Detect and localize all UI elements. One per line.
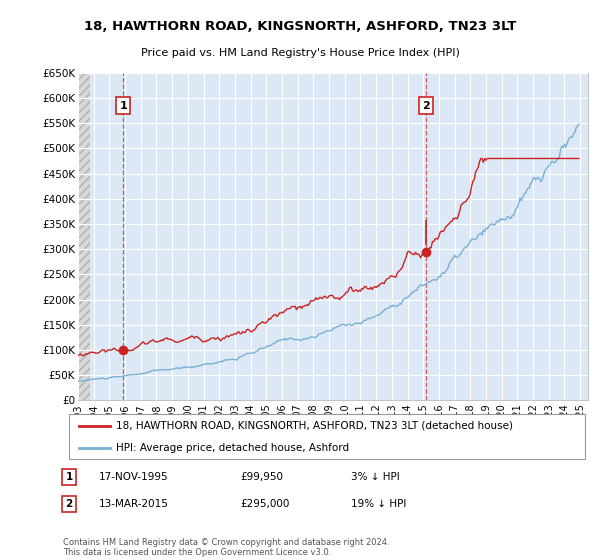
Text: HPI: Average price, detached house, Ashford: HPI: Average price, detached house, Ashf…: [116, 443, 349, 453]
Text: 2: 2: [65, 499, 73, 509]
Text: 17-NOV-1995: 17-NOV-1995: [99, 472, 169, 482]
Text: 1: 1: [119, 101, 127, 110]
Text: 18, HAWTHORN ROAD, KINGSNORTH, ASHFORD, TN23 3LT (detached house): 18, HAWTHORN ROAD, KINGSNORTH, ASHFORD, …: [116, 421, 512, 431]
Text: 13-MAR-2015: 13-MAR-2015: [99, 499, 169, 509]
Text: Price paid vs. HM Land Registry's House Price Index (HPI): Price paid vs. HM Land Registry's House …: [140, 48, 460, 58]
Text: 3% ↓ HPI: 3% ↓ HPI: [351, 472, 400, 482]
Text: £99,950: £99,950: [240, 472, 283, 482]
FancyBboxPatch shape: [68, 414, 586, 459]
Text: Contains HM Land Registry data © Crown copyright and database right 2024.
This d: Contains HM Land Registry data © Crown c…: [63, 538, 389, 557]
Text: 1: 1: [65, 472, 73, 482]
Text: £295,000: £295,000: [240, 499, 289, 509]
Bar: [78, 73, 90, 400]
Text: 18, HAWTHORN ROAD, KINGSNORTH, ASHFORD, TN23 3LT: 18, HAWTHORN ROAD, KINGSNORTH, ASHFORD, …: [84, 20, 516, 32]
Text: 2: 2: [422, 101, 430, 110]
Text: 19% ↓ HPI: 19% ↓ HPI: [351, 499, 406, 509]
